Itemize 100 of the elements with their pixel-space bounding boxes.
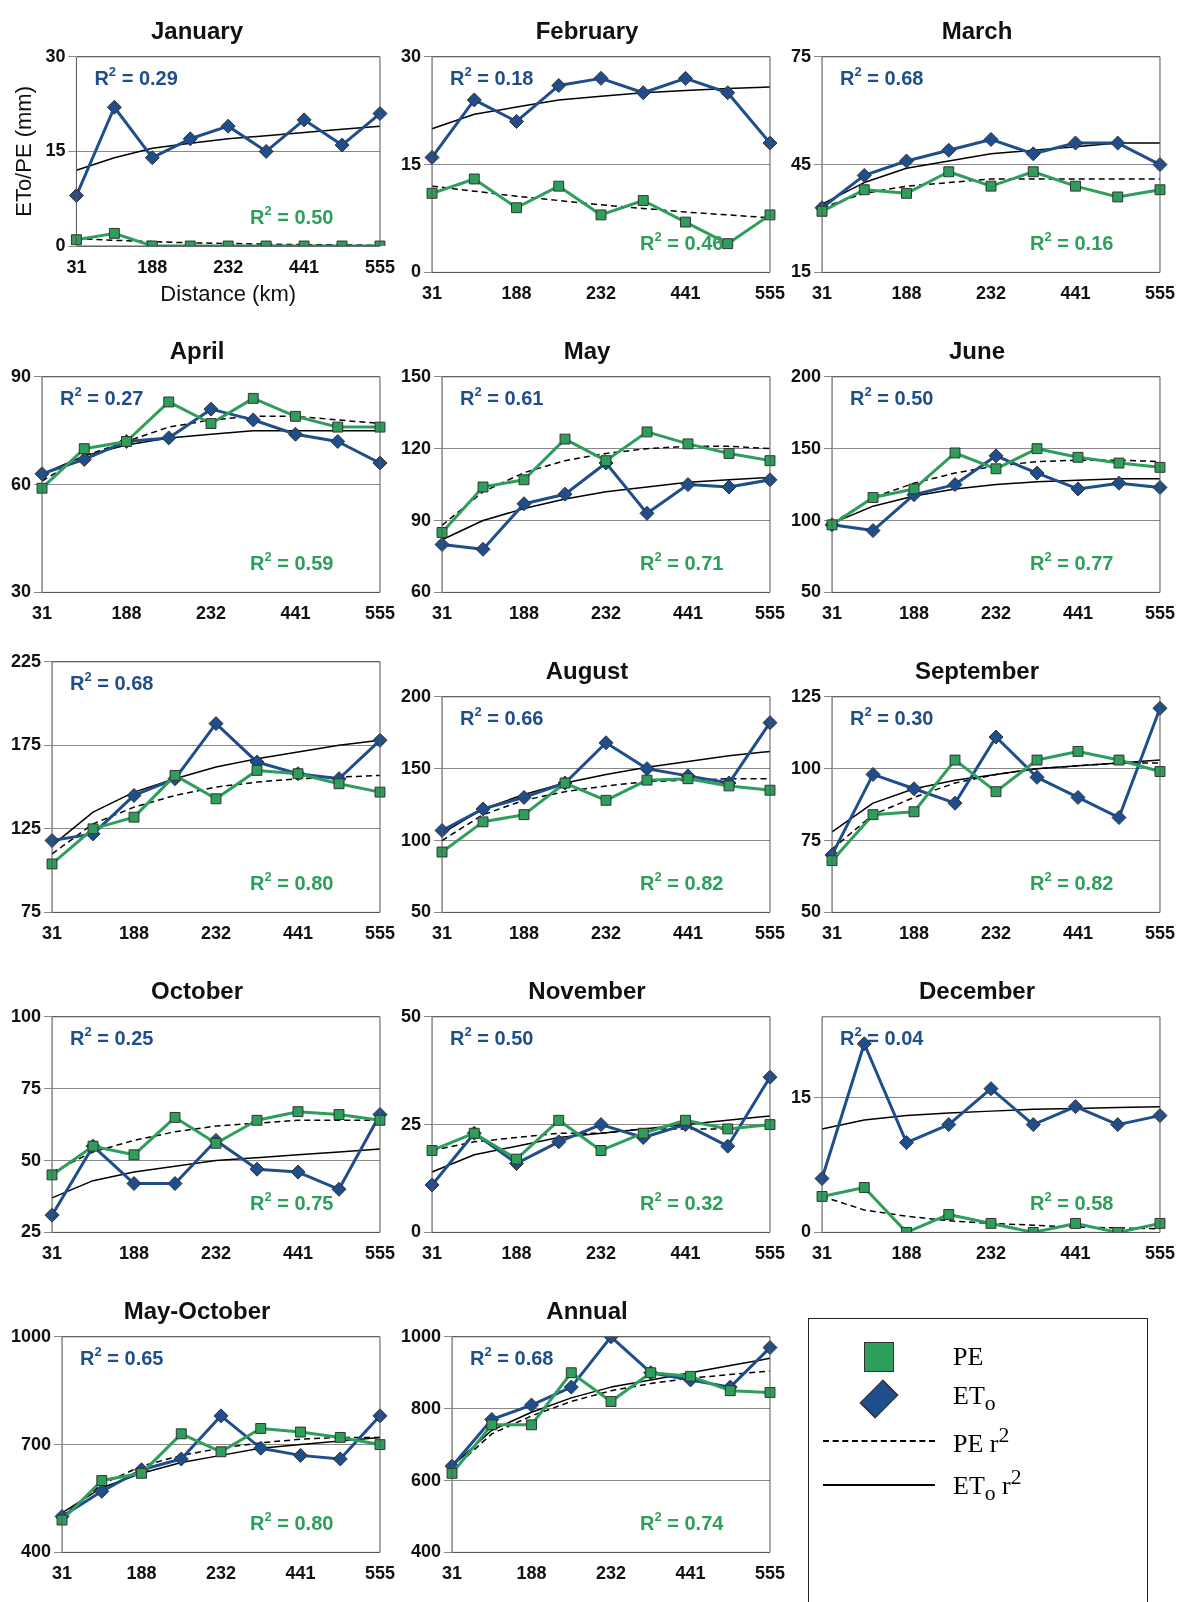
- chart-title: February: [535, 17, 639, 45]
- x-tick-label: 555: [754, 283, 786, 304]
- x-tick-label: 441: [282, 1243, 314, 1264]
- y-tick-label: 50: [801, 901, 822, 922]
- x-tick-label: 188: [509, 603, 540, 624]
- x-tick-label: 31: [822, 923, 843, 944]
- x-tick-label: 555: [754, 1243, 786, 1264]
- x-tick-label: 188: [516, 1563, 547, 1584]
- y-tick-label: 50: [801, 581, 822, 602]
- x-tick-label: 188: [137, 256, 168, 277]
- x-tick-label: 188: [509, 923, 540, 944]
- y-tick-label: 225: [10, 650, 42, 671]
- y-tick-label: 150: [790, 437, 822, 458]
- x-tick-label: 188: [501, 1243, 532, 1264]
- y-tick-label: 400: [21, 1541, 52, 1562]
- chart-title: June: [948, 337, 1006, 365]
- x-tick-label: 232: [975, 283, 1007, 304]
- x-tick-label: 188: [899, 603, 930, 624]
- y-tick-label: 100: [790, 509, 822, 530]
- y-tick-label: 120: [400, 437, 432, 458]
- x-tick-label: 232: [205, 1563, 237, 1584]
- y-tick-label: 75: [21, 901, 42, 922]
- x-tick-label: 232: [200, 923, 232, 944]
- y-tick-label: 30: [10, 581, 32, 602]
- x-tick-label: 555: [754, 603, 786, 624]
- x-tick-label: 31: [42, 923, 63, 944]
- legend-label: PE: [953, 1342, 984, 1372]
- y-tick-label: 100: [400, 829, 432, 850]
- x-tick-label: 232: [585, 1243, 617, 1264]
- x-tick-label: 555: [364, 1243, 396, 1264]
- y-tick-label: 200: [400, 685, 432, 706]
- y-tick-label: 1000: [11, 1325, 52, 1346]
- y-tick-label: 90: [10, 365, 32, 386]
- x-tick-label: 232: [590, 923, 622, 944]
- chart-title: May: [563, 337, 611, 365]
- x-tick-label: 188: [119, 923, 150, 944]
- x-tick-label: 232: [980, 603, 1012, 624]
- x-tick-label: 441: [280, 603, 311, 624]
- y-tick-label: 125: [10, 817, 42, 838]
- y-tick-label: 90: [411, 509, 432, 530]
- y-tick-label: 60: [411, 581, 432, 602]
- y-tick-label: 50: [400, 1005, 422, 1026]
- y-tick-label: 175: [10, 734, 42, 755]
- x-tick-label: 31: [32, 603, 53, 624]
- x-tick-label: 555: [754, 923, 786, 944]
- y-tick-label: 50: [411, 901, 432, 922]
- x-tick-label: 232: [590, 603, 622, 624]
- x-tick-label: 232: [595, 1563, 627, 1584]
- x-tick-label: 441: [1060, 283, 1091, 304]
- x-tick-label: 188: [119, 1243, 150, 1264]
- y-tick-label: 75: [790, 45, 812, 66]
- x-tick-label: 232: [980, 923, 1012, 944]
- y-tick-label: 150: [400, 757, 432, 778]
- x-tick-label: 188: [126, 1563, 157, 1584]
- y-tick-label: 75: [21, 1077, 42, 1098]
- y-tick-label: 100: [10, 1005, 42, 1026]
- x-tick-label: 31: [52, 1563, 73, 1584]
- x-tick-label: 441: [672, 923, 704, 944]
- x-tick-label: 31: [432, 923, 453, 944]
- x-tick-label: 555: [364, 923, 396, 944]
- chart-title: November: [528, 977, 646, 1005]
- y-tick-label: 125: [790, 685, 822, 706]
- y-tick-label: 75: [801, 829, 822, 850]
- x-tick-label: 441: [285, 1563, 316, 1584]
- x-tick-label: 555: [364, 256, 396, 277]
- y-tick-label: 200: [790, 365, 822, 386]
- x-tick-label: 555: [364, 603, 396, 624]
- x-tick-label: 232: [213, 256, 244, 277]
- x-tick-label: 31: [66, 256, 87, 277]
- y-tick-label: 30: [45, 45, 66, 66]
- x-tick-label: 232: [585, 283, 617, 304]
- chart-title: April: [169, 337, 225, 365]
- x-tick-label: 188: [501, 283, 532, 304]
- x-tick-label: 441: [675, 1563, 706, 1584]
- chart-title: September: [914, 657, 1040, 685]
- x-tick-label: 188: [899, 923, 930, 944]
- x-axis-title: Distance (km): [160, 280, 297, 306]
- x-tick-label: 188: [891, 1243, 922, 1264]
- y-tick-label: 50: [21, 1149, 42, 1170]
- x-tick-label: 441: [1062, 923, 1094, 944]
- x-tick-label: 188: [891, 283, 922, 304]
- y-tick-label: 0: [411, 1221, 422, 1242]
- x-tick-label: 232: [200, 1243, 232, 1264]
- x-tick-label: 232: [975, 1243, 1007, 1264]
- chart-title: May-October: [123, 1297, 271, 1325]
- y-tick-label: 1000: [401, 1325, 442, 1346]
- y-tick-label: 15: [790, 261, 812, 282]
- y-tick-label: 0: [55, 234, 66, 255]
- x-tick-label: 31: [442, 1563, 463, 1584]
- x-tick-label: 31: [432, 603, 453, 624]
- x-tick-label: 31: [422, 283, 443, 304]
- chart-title: December: [918, 977, 1036, 1005]
- x-tick-label: 441: [289, 256, 320, 277]
- x-tick-label: 31: [822, 603, 843, 624]
- y-tick-label: 0: [801, 1221, 812, 1242]
- chart-title: Annual: [546, 1297, 628, 1325]
- y-tick-label: 100: [790, 757, 822, 778]
- y-tick-label: 150: [400, 365, 432, 386]
- x-tick-label: 441: [670, 1243, 701, 1264]
- x-tick-label: 555: [754, 1563, 786, 1584]
